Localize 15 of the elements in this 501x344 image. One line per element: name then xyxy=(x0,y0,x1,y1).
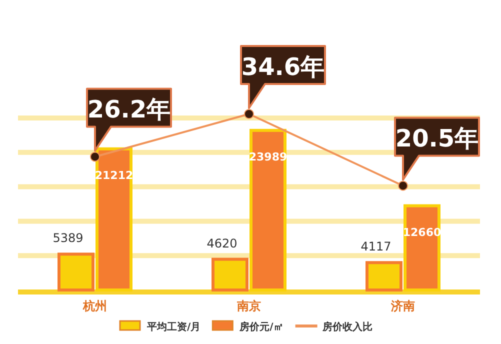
x-tick-label: 杭州 xyxy=(82,299,107,313)
legend-label: 房价收入比 xyxy=(321,321,372,333)
data-label: 4620 xyxy=(206,236,238,250)
legend-label: 房价元/㎡ xyxy=(238,321,284,333)
data-label: 23989 xyxy=(248,150,288,164)
legend-label: 平均工资/月 xyxy=(146,321,201,333)
data-label: 5389 xyxy=(52,231,84,246)
data-label: 34.6年 xyxy=(241,53,325,81)
x-tick-label: 济南 xyxy=(390,299,415,313)
data-label: 26.2年 xyxy=(87,96,171,124)
data-label: 12660 xyxy=(402,226,442,239)
data-label: 4117 xyxy=(360,240,392,254)
data-label: 21212 xyxy=(94,168,134,182)
x-tick-label: 南京 xyxy=(236,299,261,313)
data-label: 20.5年 xyxy=(395,124,479,153)
